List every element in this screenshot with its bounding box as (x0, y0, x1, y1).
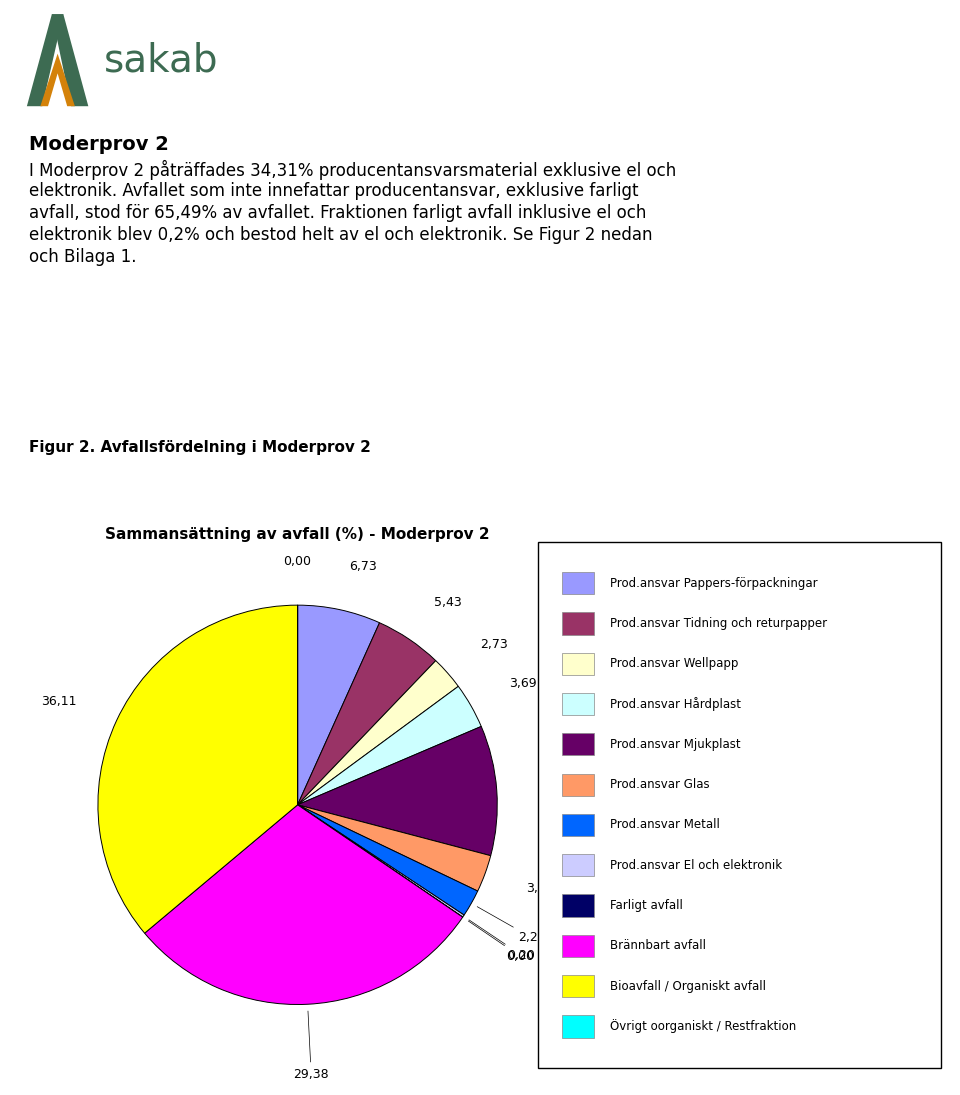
Text: Prod.ansvar Mjukplast: Prod.ansvar Mjukplast (611, 738, 741, 751)
Text: 0,20: 0,20 (469, 920, 536, 961)
Text: avfall, stod för 65,49% av avfallet. Fraktionen farligt avfall inklusive el och: avfall, stod för 65,49% av avfallet. Fra… (29, 204, 646, 222)
Bar (562, 773, 594, 796)
Text: 0,00: 0,00 (468, 921, 535, 963)
Wedge shape (98, 606, 298, 933)
Bar (562, 693, 594, 715)
Polygon shape (27, 14, 63, 106)
Text: 2,73: 2,73 (481, 637, 509, 650)
Text: Brännbart avfall: Brännbart avfall (611, 940, 707, 953)
Bar (562, 1015, 594, 1038)
Text: Övrigt oorganiskt / Restfraktion: Övrigt oorganiskt / Restfraktion (611, 1019, 797, 1034)
Bar (562, 572, 594, 595)
Text: Prod.ansvar Glas: Prod.ansvar Glas (611, 779, 709, 792)
Text: 29,38: 29,38 (294, 1011, 329, 1081)
Wedge shape (298, 687, 481, 805)
Text: och Bilaga 1.: och Bilaga 1. (29, 247, 136, 266)
Polygon shape (40, 54, 75, 106)
Wedge shape (298, 805, 464, 918)
Text: sakab: sakab (104, 42, 218, 79)
Text: elektronik blev 0,2% och bestod helt av el och elektronik. Se Figur 2 nedan: elektronik blev 0,2% och bestod helt av … (29, 226, 652, 244)
Polygon shape (52, 14, 88, 106)
Text: 3,69: 3,69 (509, 678, 537, 691)
Text: 5,43: 5,43 (434, 597, 462, 609)
Bar (562, 814, 594, 837)
Text: Bioavfall / Organiskt avfall: Bioavfall / Organiskt avfall (611, 980, 766, 993)
Title: Sammansättning av avfall (%) - Moderprov 2: Sammansättning av avfall (%) - Moderprov… (106, 527, 490, 542)
Text: 2,20: 2,20 (477, 907, 546, 944)
Text: 36,11: 36,11 (41, 695, 77, 708)
Bar (562, 895, 594, 917)
Text: 6,73: 6,73 (348, 561, 376, 573)
Text: Farligt avfall: Farligt avfall (611, 899, 684, 912)
Bar (562, 612, 594, 635)
Text: Prod.ansvar Pappers-förpackningar: Prod.ansvar Pappers-förpackningar (611, 577, 818, 590)
Bar (562, 854, 594, 876)
Text: elektronik. Avfallet som inte innefattar producentansvar, exklusive farligt: elektronik. Avfallet som inte innefattar… (29, 182, 638, 200)
Wedge shape (145, 805, 463, 1004)
Text: 0,00: 0,00 (283, 555, 312, 567)
Text: 10,52: 10,52 (540, 781, 576, 794)
Text: I Moderprov 2 påträffades 34,31% producentansvarsmaterial exklusive el och: I Moderprov 2 påträffades 34,31% produce… (29, 160, 676, 180)
Text: Prod.ansvar Hårdplast: Prod.ansvar Hårdplast (611, 698, 741, 711)
Bar (562, 935, 594, 957)
Bar (562, 975, 594, 998)
Bar (562, 653, 594, 675)
Text: Prod.ansvar El och elektronik: Prod.ansvar El och elektronik (611, 858, 782, 872)
Text: Figur 2. Avfallsfördelning i Moderprov 2: Figur 2. Avfallsfördelning i Moderprov 2 (29, 440, 371, 456)
Wedge shape (298, 805, 478, 915)
Wedge shape (298, 805, 491, 891)
Wedge shape (298, 726, 497, 855)
Bar (562, 734, 594, 756)
Wedge shape (298, 606, 379, 805)
Wedge shape (298, 805, 463, 918)
Wedge shape (298, 623, 436, 805)
Text: Prod.ansvar Metall: Prod.ansvar Metall (611, 818, 720, 831)
Text: Moderprov 2: Moderprov 2 (29, 135, 169, 154)
Text: Prod.ansvar Tidning och returpapper: Prod.ansvar Tidning och returpapper (611, 616, 828, 630)
Wedge shape (298, 660, 458, 805)
Text: 3,01: 3,01 (526, 883, 554, 896)
Text: Prod.ansvar Wellpapp: Prod.ansvar Wellpapp (611, 657, 738, 670)
